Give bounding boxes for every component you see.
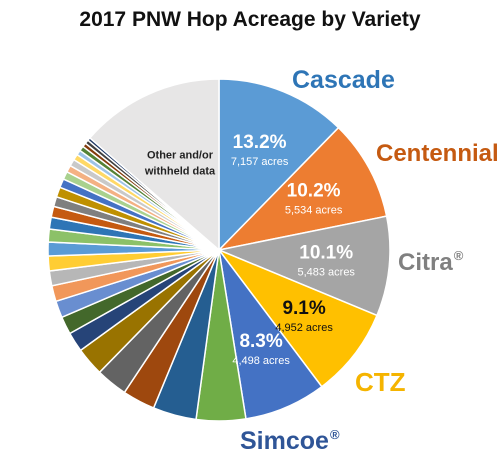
- other-label-line2: withheld data: [144, 165, 216, 177]
- slice-percent-cascade: 13.2%: [233, 132, 287, 153]
- pie-slice-centennial: [216, 126, 388, 252]
- slice-percent-simcoe: 8.3%: [239, 331, 282, 352]
- label-simcoe-text: Simcoe: [240, 427, 329, 455]
- label-cascade: Cascade: [292, 66, 395, 95]
- pie-slice-cascade: [218, 78, 340, 252]
- pie-slice-citra: [216, 215, 391, 317]
- label-centennial-text: Centennial: [376, 140, 499, 167]
- slice-acres-simcoe: 4,498 acres: [232, 355, 290, 367]
- slice-acres-citra: 5,483 acres: [297, 266, 355, 278]
- slice-percent-ctz: 9.1%: [282, 298, 325, 319]
- label-citra: Citra®: [398, 248, 463, 277]
- label-cascade-text: Cascade: [292, 66, 395, 94]
- label-citra-text: Citra: [398, 249, 453, 276]
- slice-percent-centennial: 10.2%: [287, 181, 341, 202]
- slice-acres-cascade: 7,157 acres: [231, 156, 289, 168]
- label-simcoe: Simcoe®: [240, 427, 340, 456]
- slice-percent-citra: 10.1%: [299, 242, 353, 263]
- pie-slice-ctz: [216, 248, 378, 388]
- label-centennial: Centennial: [376, 140, 499, 168]
- label-ctz: CTZ: [355, 367, 406, 398]
- label-citra-trademark: ®: [453, 248, 464, 263]
- other-label-line1: Other and/or: [147, 149, 214, 161]
- slice-acres-centennial: 5,534 acres: [285, 205, 343, 217]
- slice-acres-ctz: 4,952 acres: [275, 322, 333, 334]
- label-simcoe-trademark: ®: [329, 427, 340, 442]
- chart-title: 2017 PNW Hop Acreage by Variety: [79, 8, 421, 31]
- label-ctz-text: CTZ: [355, 367, 406, 397]
- pie-slice-other: [88, 78, 220, 252]
